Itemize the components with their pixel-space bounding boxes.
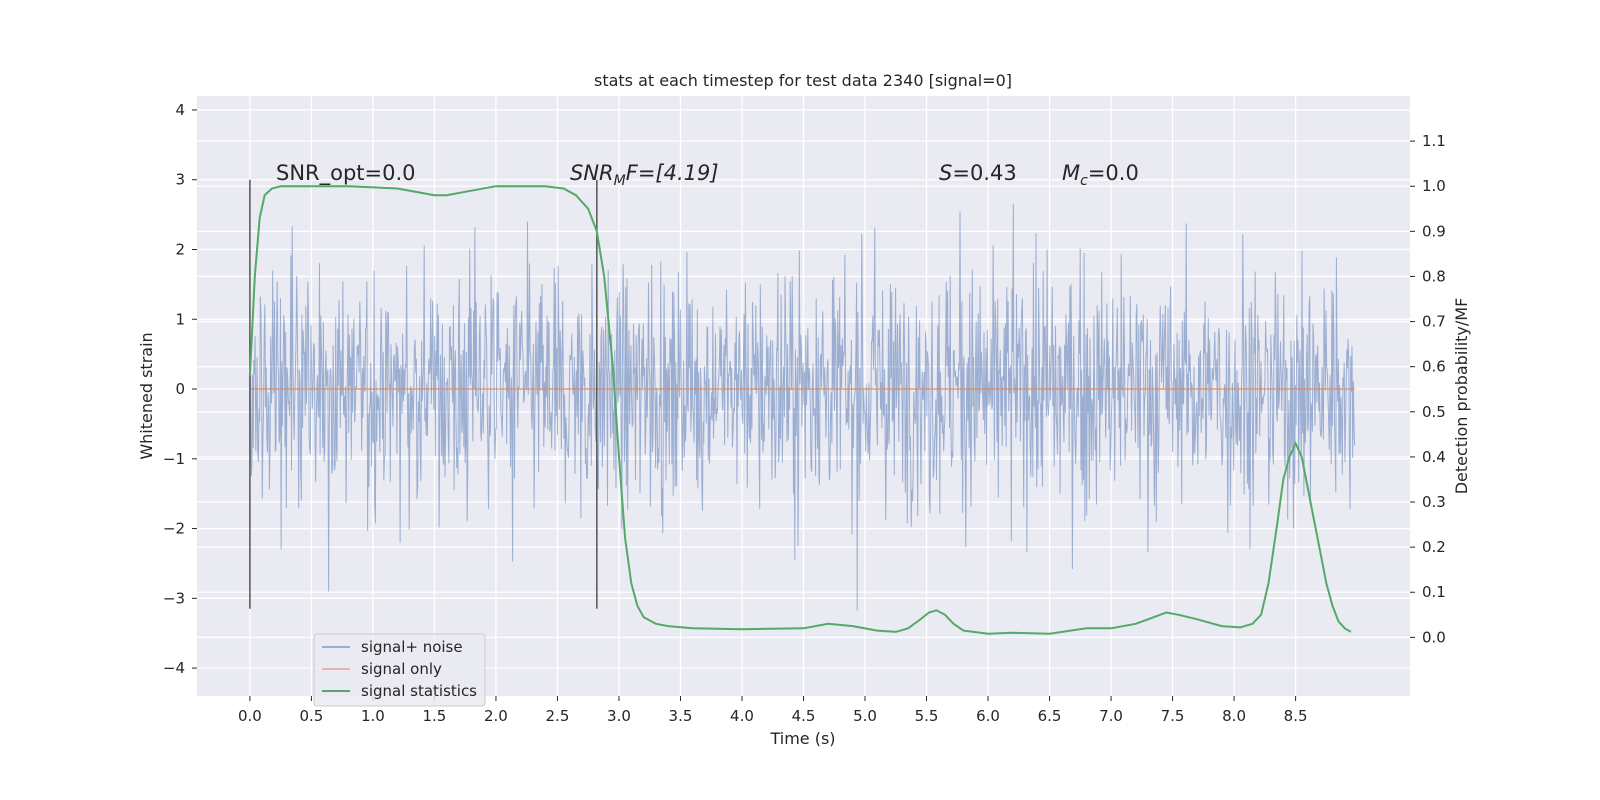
x-tick-label: 5.0 — [853, 707, 877, 725]
legend-label-signal-only: signal only — [361, 660, 442, 678]
x-tick-label: 3.5 — [669, 707, 693, 725]
y2-axis-ticks: 1.1 1.0 0.9 0.8 0.7 0.6 0.5 0.4 0.3 0.2 0.1 0.0 — [1410, 132, 1446, 646]
y-tick-label: 3 — [175, 171, 185, 189]
y2-tick-label: 0.9 — [1422, 222, 1446, 240]
annotation-mc: Mc=0.0 — [1062, 161, 1139, 189]
y2-tick-label: 0.8 — [1422, 267, 1446, 285]
legend: signal+ noise signal only signal statist… — [313, 633, 486, 707]
y2-tick-label: 1.1 — [1422, 132, 1446, 150]
x-tick-label: 3.0 — [607, 707, 631, 725]
x-tick-label: 8.5 — [1284, 707, 1308, 725]
x-tick-label: 8.0 — [1222, 707, 1246, 725]
y2-tick-label: 0.2 — [1422, 538, 1446, 556]
y2-axis-label: Detection probability/MF — [1452, 298, 1471, 495]
y2-tick-label: 0.5 — [1422, 403, 1446, 421]
x-tick-label: 4.0 — [730, 707, 754, 725]
signal-plus-noise-series — [249, 203, 1356, 611]
annotation-snr-opt: SNR_opt=0.0 — [276, 161, 416, 186]
x-tick-label: 6.0 — [976, 707, 1000, 725]
signal-statistics-series — [248, 185, 1352, 635]
y2-tick-label: 0.7 — [1422, 313, 1446, 331]
legend-label-signal-statistics: signal statistics — [361, 682, 477, 700]
annotation-s-value: =0.43 — [952, 161, 1016, 185]
chart-title: stats at each timestep for test data 234… — [594, 71, 1012, 90]
y-tick-label: 0 — [175, 380, 185, 398]
x-tick-label: 0.5 — [299, 707, 323, 725]
y2-tick-label: 0.3 — [1422, 493, 1446, 511]
y-axis-label: Whitened strain — [137, 332, 156, 459]
legend-box — [313, 633, 486, 707]
x-tick-label: 1.0 — [361, 707, 385, 725]
annotation-snr-mf-symbol: SNR — [570, 161, 614, 185]
signal-plus-noise-line — [249, 203, 1356, 611]
x-tick-label: 6.5 — [1038, 707, 1062, 725]
y2-tick-label: 1.0 — [1422, 177, 1446, 195]
y-tick-label: −2 — [163, 520, 185, 538]
x-tick-label: 2.5 — [546, 707, 570, 725]
signal-statistics-line — [248, 185, 1352, 635]
x-tick-label: 7.0 — [1099, 707, 1123, 725]
x-tick-label: 0.0 — [238, 707, 262, 725]
x-axis-label: Time (s) — [769, 729, 835, 748]
x-tick-label: 1.5 — [423, 707, 447, 725]
y-tick-label: 1 — [175, 310, 185, 328]
annotation-snr-mf: SNRMF=[4.19] — [570, 161, 719, 189]
y2-tick-label: 0.0 — [1422, 628, 1446, 646]
y-tick-label: −3 — [163, 589, 185, 607]
y2-tick-label: 0.4 — [1422, 448, 1446, 466]
x-tick-label: 2.0 — [484, 707, 508, 725]
x-tick-label: 4.5 — [792, 707, 816, 725]
y-axis-ticks: 4 3 2 1 0 −1 −2 −3 −4 — [163, 101, 197, 677]
annotation-mc-subscript: c — [1080, 173, 1088, 189]
marker-lines — [249, 179, 598, 609]
annotation-snr-mf-subscript: M — [614, 173, 626, 189]
legend-label-signal-plus-noise: signal+ noise — [361, 638, 463, 656]
y-tick-label: −1 — [163, 450, 185, 468]
x-axis-ticks: 0.0 0.5 1.0 1.5 2.0 2.5 3.0 3.5 4.0 4.5 5.0 5.5 6.0 6… — [238, 696, 1308, 725]
annotation-snr-mf-value: F=[4.19] — [626, 161, 719, 185]
y2-tick-label: 0.1 — [1422, 583, 1446, 601]
annotation-mc-symbol: M — [1062, 161, 1080, 185]
x-tick-label: 5.5 — [915, 707, 939, 725]
annotation-s: S=0.43 — [939, 161, 1017, 185]
y-tick-label: 2 — [175, 240, 185, 258]
annotation-mc-value: =0.0 — [1088, 161, 1139, 185]
y2-tick-label: 0.6 — [1422, 358, 1446, 376]
annotation-s-symbol: S — [939, 161, 952, 185]
x-tick-label: 7.5 — [1161, 707, 1185, 725]
y-tick-label: −4 — [163, 659, 185, 677]
y-tick-label: 4 — [175, 101, 185, 119]
